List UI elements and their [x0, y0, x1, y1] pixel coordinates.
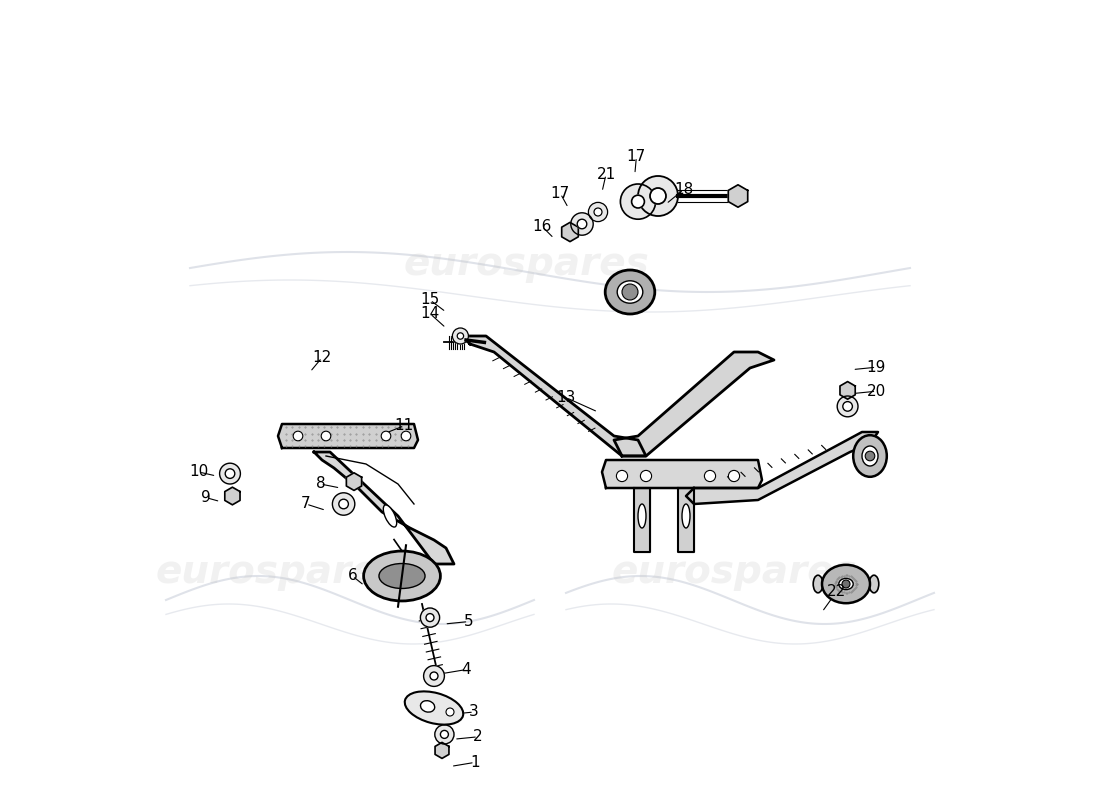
Polygon shape	[728, 185, 748, 207]
Polygon shape	[678, 488, 694, 552]
Circle shape	[420, 608, 440, 627]
Text: 15: 15	[420, 293, 440, 307]
Text: 5: 5	[463, 614, 473, 629]
Polygon shape	[602, 460, 762, 488]
Text: 11: 11	[395, 418, 414, 433]
Ellipse shape	[869, 575, 879, 593]
Text: 17: 17	[627, 150, 646, 164]
Text: 6: 6	[348, 569, 358, 583]
Circle shape	[640, 470, 651, 482]
Circle shape	[728, 470, 739, 482]
Circle shape	[594, 208, 602, 216]
Circle shape	[620, 184, 656, 219]
Circle shape	[430, 672, 438, 680]
Ellipse shape	[854, 435, 887, 477]
Ellipse shape	[682, 504, 690, 528]
Circle shape	[434, 725, 454, 744]
Text: 2: 2	[473, 730, 483, 744]
Text: 4: 4	[461, 662, 471, 677]
Circle shape	[458, 333, 463, 339]
Text: 16: 16	[532, 219, 552, 234]
Text: eurospares: eurospares	[155, 553, 400, 591]
Text: eurospares: eurospares	[612, 553, 857, 591]
Circle shape	[332, 493, 355, 515]
Circle shape	[837, 396, 858, 417]
Text: 14: 14	[420, 306, 440, 321]
Ellipse shape	[405, 691, 463, 725]
Ellipse shape	[638, 504, 646, 528]
Text: 8: 8	[316, 477, 326, 491]
Circle shape	[631, 195, 645, 208]
Ellipse shape	[605, 270, 654, 314]
Polygon shape	[278, 424, 418, 448]
Polygon shape	[840, 382, 855, 399]
Polygon shape	[346, 473, 362, 490]
Text: 22: 22	[827, 585, 846, 599]
Circle shape	[571, 213, 593, 235]
Circle shape	[339, 499, 349, 509]
Circle shape	[321, 431, 331, 441]
Text: 3: 3	[469, 705, 478, 719]
Ellipse shape	[862, 446, 878, 466]
Circle shape	[621, 284, 638, 300]
Ellipse shape	[379, 563, 425, 589]
Text: 20: 20	[867, 384, 886, 398]
Text: 12: 12	[312, 350, 331, 365]
Text: 17: 17	[551, 186, 570, 201]
Circle shape	[843, 402, 852, 411]
Ellipse shape	[839, 578, 854, 590]
Circle shape	[294, 431, 302, 441]
Text: 7: 7	[301, 497, 311, 511]
Circle shape	[866, 451, 874, 461]
Text: 1: 1	[470, 755, 480, 770]
Circle shape	[382, 431, 390, 441]
Circle shape	[226, 469, 234, 478]
Circle shape	[842, 580, 850, 588]
Circle shape	[424, 666, 444, 686]
Text: 10: 10	[189, 465, 208, 479]
Polygon shape	[436, 742, 449, 758]
Circle shape	[452, 328, 469, 344]
Polygon shape	[314, 452, 454, 564]
Circle shape	[650, 188, 666, 204]
Circle shape	[220, 463, 241, 484]
Circle shape	[440, 730, 449, 738]
Circle shape	[588, 202, 607, 222]
Circle shape	[616, 470, 628, 482]
Polygon shape	[562, 222, 579, 242]
Ellipse shape	[364, 551, 440, 601]
Text: 19: 19	[867, 360, 887, 374]
Ellipse shape	[813, 575, 823, 593]
Ellipse shape	[383, 505, 397, 527]
Polygon shape	[686, 432, 878, 504]
Circle shape	[638, 176, 678, 216]
Polygon shape	[634, 488, 650, 552]
Polygon shape	[462, 336, 646, 456]
Circle shape	[446, 708, 454, 716]
Text: eurospares: eurospares	[403, 245, 649, 283]
Text: 13: 13	[557, 390, 575, 405]
Ellipse shape	[822, 565, 870, 603]
Circle shape	[426, 614, 434, 622]
Circle shape	[402, 431, 410, 441]
Ellipse shape	[420, 701, 434, 712]
Text: 21: 21	[596, 167, 616, 182]
Text: 9: 9	[201, 490, 211, 505]
Ellipse shape	[617, 281, 642, 303]
Polygon shape	[614, 352, 774, 456]
Circle shape	[578, 219, 586, 229]
Polygon shape	[224, 487, 240, 505]
Text: 18: 18	[674, 182, 693, 197]
Circle shape	[704, 470, 716, 482]
